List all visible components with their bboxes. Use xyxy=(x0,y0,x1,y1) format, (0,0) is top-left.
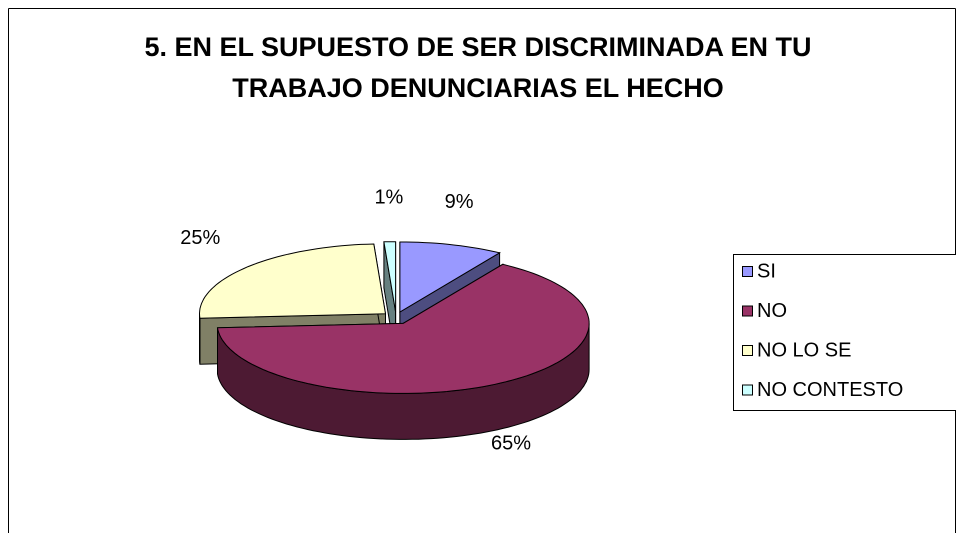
slice xyxy=(399,241,501,313)
legend-swatch xyxy=(742,384,753,396)
chart-title: 5. EN EL SUPUESTO DE SER DISCRIMINADA EN… xyxy=(144,32,812,103)
legend-swatch xyxy=(742,345,753,356)
legend-label: SI xyxy=(757,260,776,282)
legend-label: NO xyxy=(757,300,787,322)
legend-swatch xyxy=(742,305,753,317)
data-label: 25% xyxy=(180,227,220,249)
slice xyxy=(198,243,387,319)
legend-label: NO LO SE xyxy=(757,339,851,361)
data-label: 65% xyxy=(491,433,531,455)
legend-box xyxy=(733,254,956,411)
legend-swatch xyxy=(742,266,753,277)
slice xyxy=(383,241,397,312)
data-label: 9% xyxy=(445,191,474,213)
legend-label: NO CONTESTO xyxy=(757,379,903,401)
slice xyxy=(216,263,590,394)
data-label: 1% xyxy=(374,186,403,208)
